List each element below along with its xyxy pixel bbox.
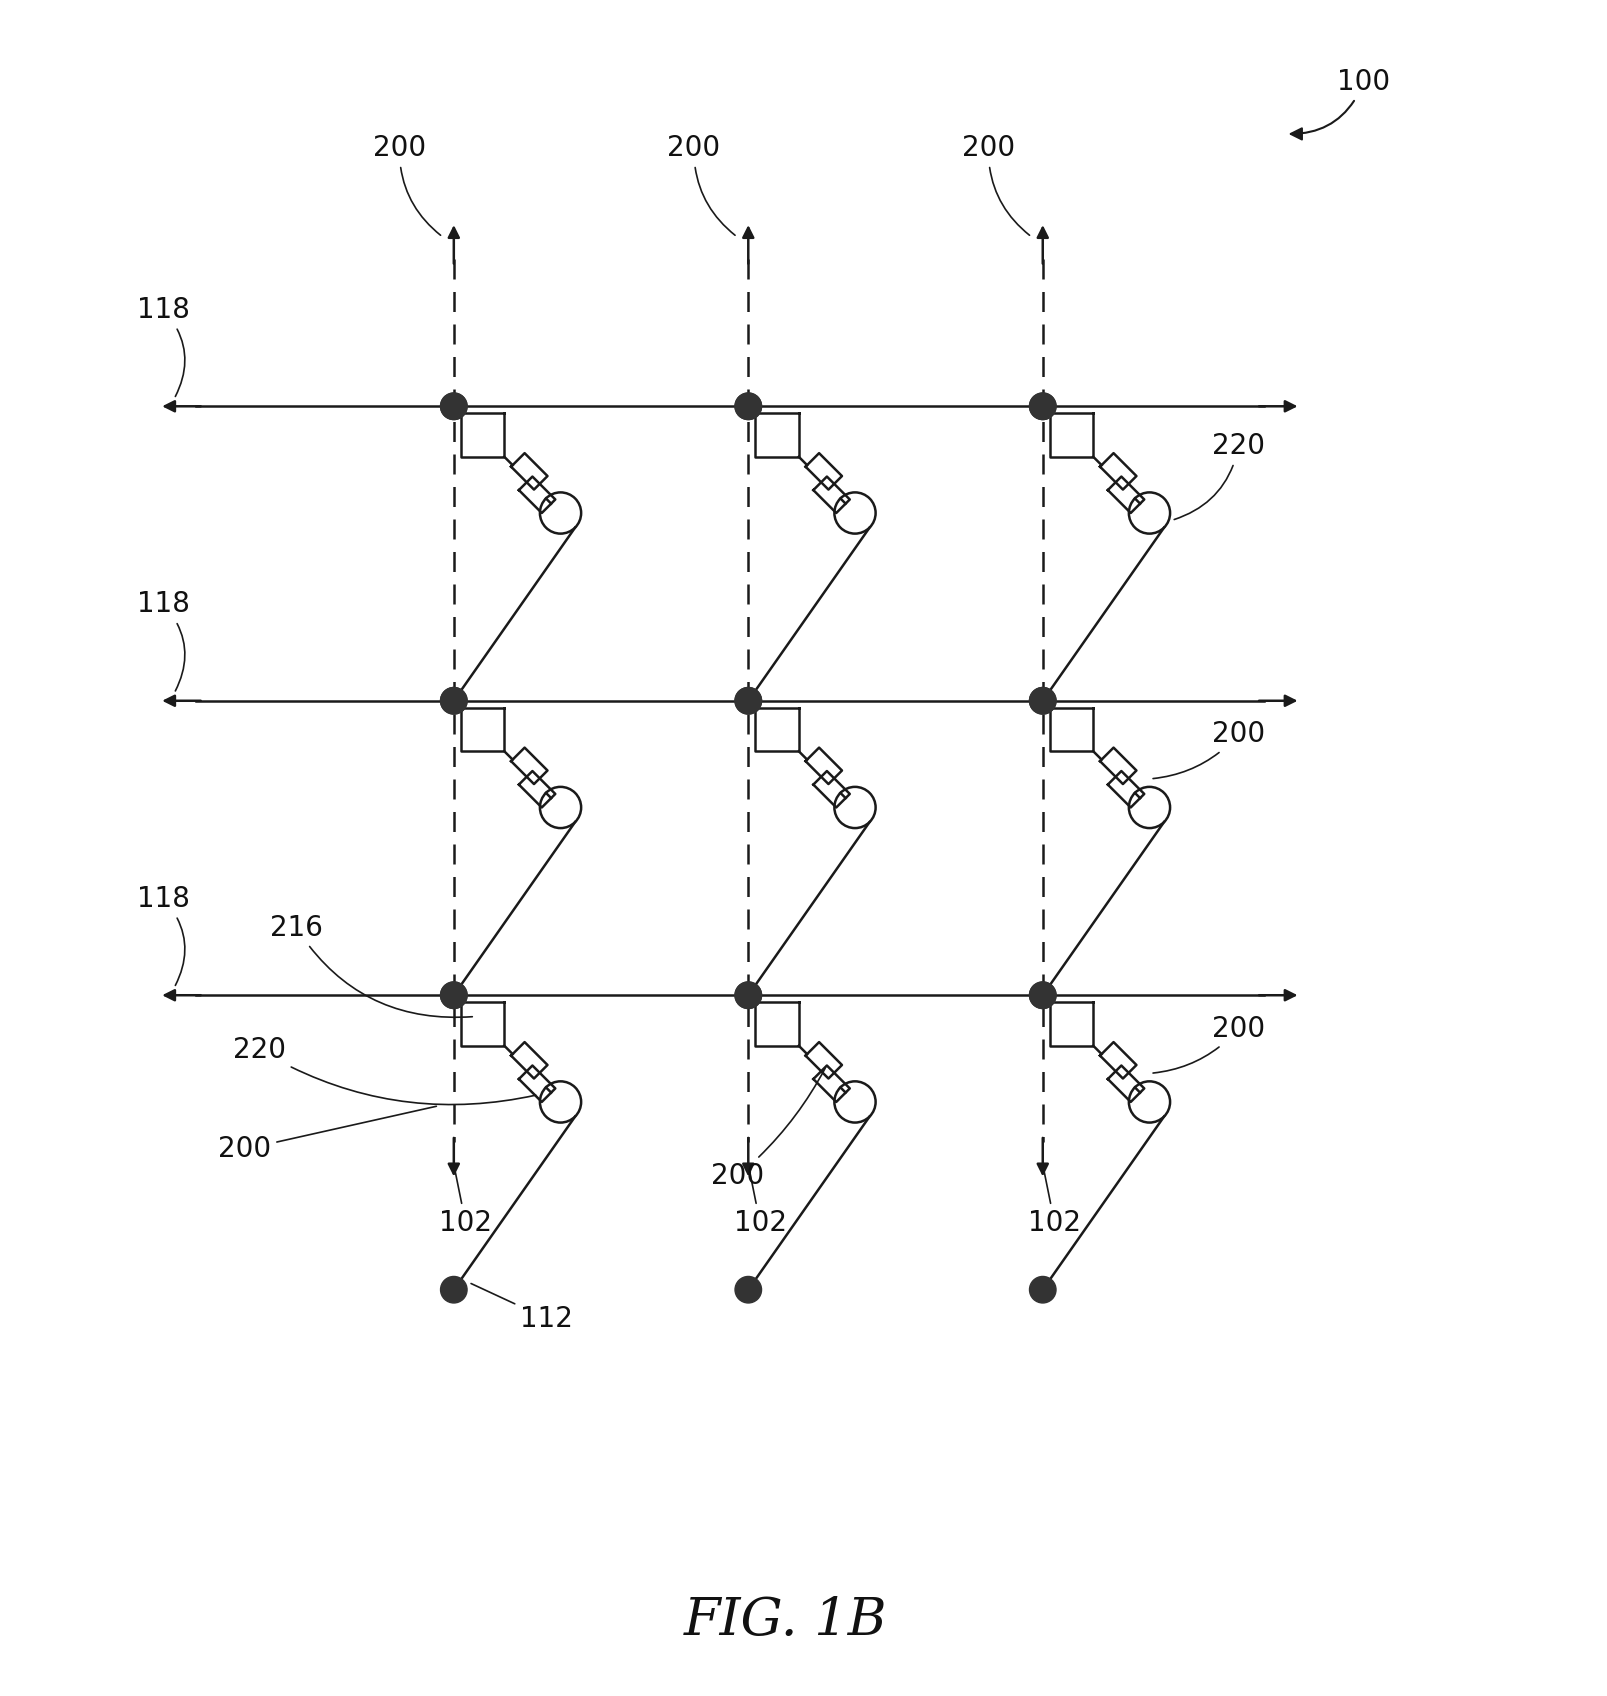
Circle shape <box>1030 393 1056 419</box>
Circle shape <box>1030 982 1056 1009</box>
Text: 220: 220 <box>233 1036 535 1104</box>
Circle shape <box>1030 982 1056 1009</box>
Circle shape <box>440 393 468 419</box>
Circle shape <box>440 982 468 1009</box>
Circle shape <box>734 982 762 1009</box>
Text: 200: 200 <box>1154 1014 1265 1074</box>
Circle shape <box>734 393 762 419</box>
Text: 216: 216 <box>270 914 472 1018</box>
Text: 220: 220 <box>1175 432 1265 519</box>
Text: 102: 102 <box>1028 1167 1082 1236</box>
Text: 118: 118 <box>137 590 190 690</box>
Text: 200: 200 <box>667 134 734 236</box>
Circle shape <box>440 687 468 714</box>
Circle shape <box>1030 393 1056 419</box>
Text: 200: 200 <box>219 1106 437 1163</box>
Text: 112: 112 <box>471 1284 574 1333</box>
Text: 200: 200 <box>1154 721 1265 778</box>
Circle shape <box>440 687 468 714</box>
Text: 102: 102 <box>439 1167 492 1236</box>
Circle shape <box>734 687 762 714</box>
Circle shape <box>1030 687 1056 714</box>
Circle shape <box>1030 1277 1056 1303</box>
Text: 102: 102 <box>733 1167 786 1236</box>
Text: 200: 200 <box>961 134 1030 236</box>
Circle shape <box>440 393 468 419</box>
Text: FIG. 1B: FIG. 1B <box>683 1596 887 1647</box>
Circle shape <box>734 1277 762 1303</box>
Circle shape <box>734 687 762 714</box>
Circle shape <box>440 982 468 1009</box>
Text: 100: 100 <box>1290 68 1390 139</box>
Circle shape <box>440 1277 468 1303</box>
Text: 118: 118 <box>137 295 190 397</box>
Circle shape <box>734 393 762 419</box>
Text: 118: 118 <box>137 885 190 985</box>
Circle shape <box>1030 687 1056 714</box>
Text: 200: 200 <box>712 1068 824 1191</box>
Text: 200: 200 <box>373 134 440 236</box>
Circle shape <box>734 982 762 1009</box>
